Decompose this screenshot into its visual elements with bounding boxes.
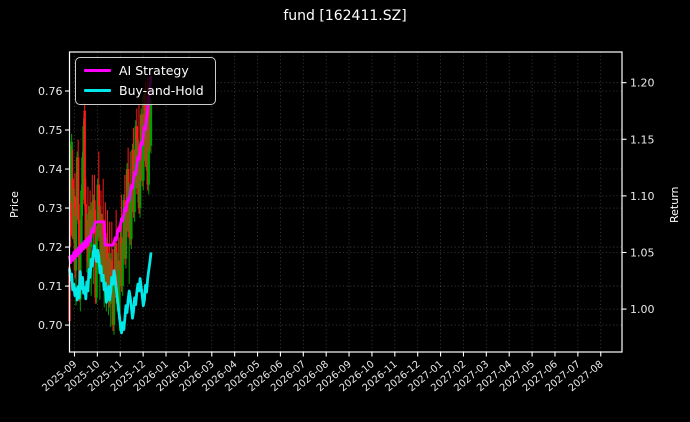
price-tick-label: 0.71 — [38, 280, 63, 293]
left-axis-label: Price — [8, 191, 21, 219]
candle — [112, 282, 116, 326]
return-tick-label: 1.00 — [630, 303, 655, 316]
candle — [93, 200, 96, 226]
price-tick-label: 0.73 — [38, 202, 63, 215]
price-tick-label: 0.72 — [38, 241, 63, 254]
candle — [76, 157, 80, 220]
return-tick-label: 1.10 — [630, 190, 655, 203]
candle — [124, 215, 128, 259]
return-tick-label: 1.15 — [630, 133, 655, 146]
buy-and-hold-line-swatch — [84, 88, 111, 93]
candle — [70, 141, 73, 203]
candle — [121, 243, 124, 287]
candle — [133, 169, 136, 212]
legend-item-buy-and-hold: Buy-and-Hold — [84, 83, 204, 98]
price-tick-label: 0.70 — [38, 319, 63, 332]
right-axis-label: Return — [668, 186, 681, 224]
return-tick-label: 1.05 — [630, 246, 655, 259]
candle — [118, 270, 121, 312]
price-tick-label: 0.76 — [38, 85, 63, 98]
legend-label: Buy-and-Hold — [119, 83, 204, 98]
legend-label: AI Strategy — [119, 63, 189, 78]
return-tick-label: 1.20 — [630, 77, 655, 90]
legend-item-ai-strategy: AI Strategy — [84, 63, 204, 78]
candle — [110, 260, 114, 281]
line-series — [68, 75, 153, 335]
candle — [138, 157, 142, 209]
series-line-ai-strategy — [68, 75, 153, 265]
plot-border — [68, 51, 623, 353]
candle — [142, 130, 145, 181]
candle — [130, 192, 133, 240]
candle — [83, 110, 86, 205]
chart-title: fund [162411.SZ] — [283, 8, 407, 24]
price-tick-label: 0.74 — [38, 163, 63, 176]
legend: AI Strategy Buy-and-Hold — [75, 57, 216, 105]
candle — [95, 235, 98, 298]
price-tick-label: 0.75 — [38, 124, 63, 137]
series-line-buy-and-hold — [68, 244, 153, 335]
candle — [80, 190, 83, 246]
candle — [97, 184, 100, 238]
candles — [68, 77, 153, 335]
candle — [74, 215, 78, 271]
ai-strategy-line-swatch — [84, 68, 111, 73]
candle — [149, 104, 153, 146]
